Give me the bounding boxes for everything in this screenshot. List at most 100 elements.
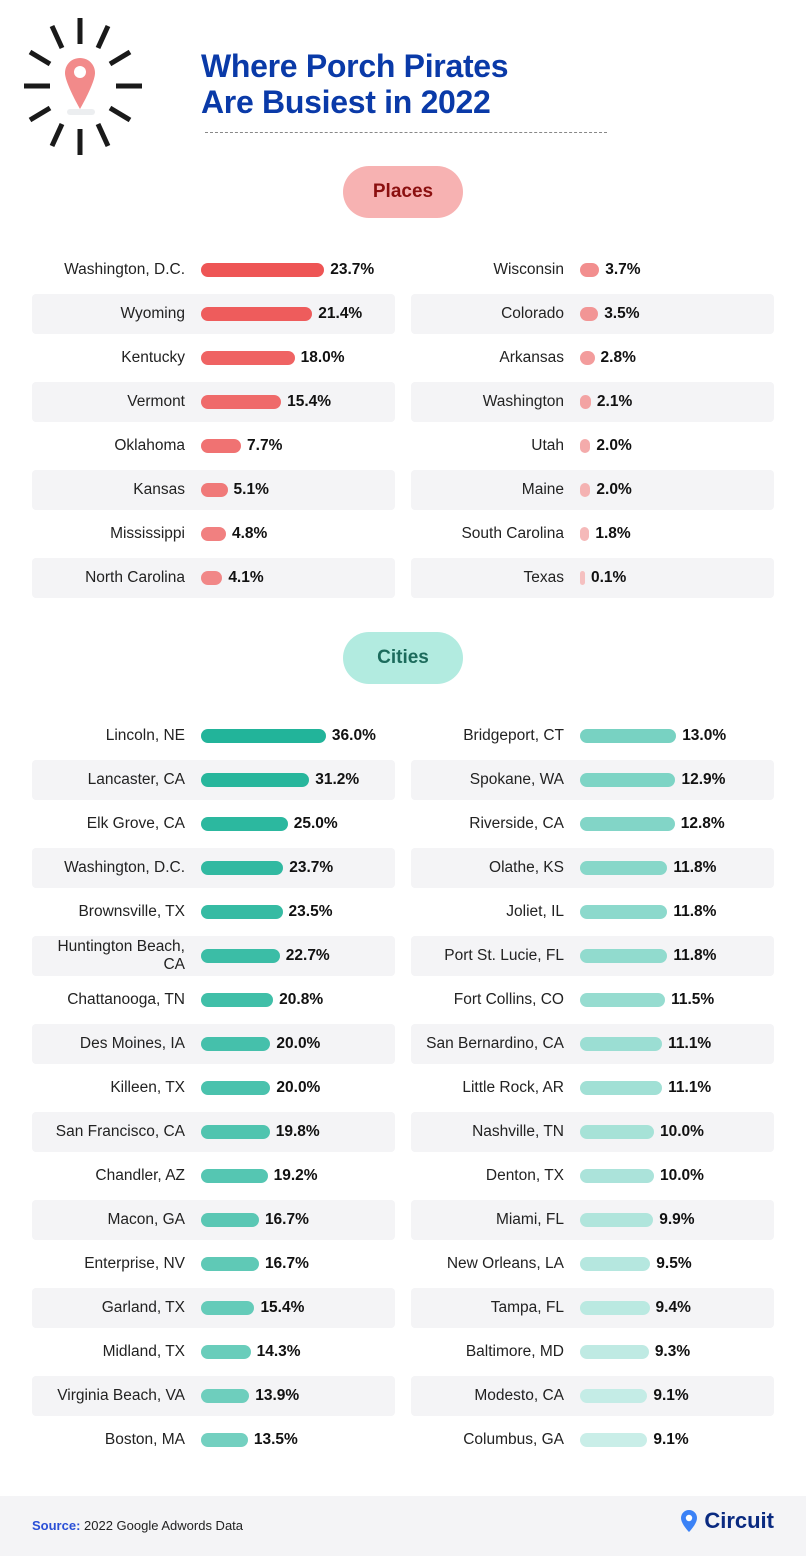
bar — [201, 905, 283, 919]
bar-row: Colorado 3.5% — [411, 294, 774, 334]
bar-label: Washington — [482, 393, 564, 410]
bar-label: Boston, MA — [104, 1431, 185, 1448]
bar — [580, 1125, 654, 1139]
bar-row: New Orleans, LA 9.5% — [411, 1244, 774, 1284]
bar-value-label: 11.1% — [668, 1035, 712, 1052]
bar-label: Wyoming — [120, 305, 185, 322]
bar-label: Joliet, IL — [506, 903, 564, 920]
bar — [201, 1389, 250, 1403]
bar — [580, 1257, 651, 1271]
bar-label: Midland, TX — [102, 1343, 185, 1360]
bar-column: Lincoln, NE 36.0% Lancaster, CA 31.2% Elk Gr… — [32, 716, 395, 1464]
bar-label: Fort Collins, CO — [453, 991, 564, 1008]
bar — [580, 905, 668, 919]
bar-label: Washington, D.C. — [64, 859, 185, 876]
bar — [580, 395, 591, 409]
bar-value-label: 0.1% — [591, 569, 627, 586]
bar-row: Huntington Beach, CA 22.7% — [32, 936, 395, 976]
bar — [580, 571, 585, 585]
bar-row: Kentucky 18.0% — [32, 338, 395, 378]
bar-row: Fort Collins, CO 11.5% — [411, 980, 774, 1020]
bar-label: Vermont — [127, 393, 185, 410]
bar-label: Nashville, TN — [472, 1123, 564, 1140]
bar-row: Virginia Beach, VA 13.9% — [32, 1376, 395, 1416]
bar — [580, 1213, 654, 1227]
bar — [580, 1169, 654, 1183]
bar-row: Vermont 15.4% — [32, 382, 395, 422]
bar — [201, 1213, 259, 1227]
bar-value-label: 21.4% — [318, 305, 363, 322]
bar — [201, 307, 313, 321]
bar-value-label: 18.0% — [300, 349, 345, 366]
bar-row: Riverside, CA 12.8% — [411, 804, 774, 844]
bar — [580, 351, 595, 365]
bar-value-label: 9.4% — [655, 1299, 691, 1316]
bar-value-label: 14.3% — [256, 1343, 301, 1360]
bar-row: Boston, MA 13.5% — [32, 1420, 395, 1460]
bar-value-label: 23.5% — [288, 903, 333, 920]
bar-label: Elk Grove, CA — [86, 815, 185, 832]
bar-row: Wyoming 21.4% — [32, 294, 395, 334]
bar — [201, 817, 288, 831]
bar-row: Oklahoma 7.7% — [32, 426, 395, 466]
bar-label: Chattanooga, TN — [67, 991, 185, 1008]
bar-column: Washington, D.C. 23.7% Wyoming 21.4% Kentuck… — [32, 250, 395, 602]
bar-value-label: 11.1% — [668, 1079, 712, 1096]
bar-value-label: 9.1% — [653, 1431, 689, 1448]
bar-label: Wisconsin — [493, 261, 564, 278]
bar-value-label: 4.8% — [231, 525, 268, 542]
bar-value-label: 2.0% — [596, 437, 632, 454]
bar-row: Bridgeport, CT 13.0% — [411, 716, 774, 756]
bar-value-label: 5.1% — [233, 481, 269, 498]
bar-row: Utah 2.0% — [411, 426, 774, 466]
bar-value-label: 11.8% — [673, 903, 717, 920]
bar — [201, 1125, 270, 1139]
section-title-cities: Cities — [343, 632, 463, 684]
bar-label: Arkansas — [499, 349, 564, 366]
bar-value-label: 15.4% — [260, 1299, 305, 1316]
bar — [201, 1169, 268, 1183]
bar-label: Washington, D.C. — [64, 261, 185, 278]
bar-label: Kentucky — [121, 349, 185, 366]
circuit-logo: Circuit — [680, 1508, 774, 1534]
bar — [201, 861, 284, 875]
bar-label: Bridgeport, CT — [463, 727, 564, 744]
bar-value-label: 20.8% — [279, 991, 324, 1008]
bar-label: Virginia Beach, VA — [57, 1387, 185, 1404]
bar-row: Enterprise, NV 16.7% — [32, 1244, 395, 1284]
bar-label: Colorado — [501, 305, 564, 322]
bar — [201, 949, 280, 963]
bar-value-label: 9.1% — [653, 1387, 689, 1404]
bar — [580, 1081, 663, 1095]
bar-label: Little Rock, AR — [462, 1079, 564, 1096]
bar-row: Lancaster, CA 31.2% — [32, 760, 395, 800]
bar-row: Lincoln, NE 36.0% — [32, 716, 395, 756]
bar-value-label: 7.7% — [247, 437, 283, 454]
bar-label: Spokane, WA — [469, 771, 564, 788]
bar-label: Garland, TX — [101, 1299, 185, 1316]
bar-label: San Bernardino, CA — [426, 1035, 564, 1052]
bar-label: Mississippi — [110, 525, 185, 542]
bar-label: Brownsville, TX — [78, 903, 185, 920]
bar-label: Kansas — [133, 481, 185, 498]
bar-row: Texas 0.1% — [411, 558, 774, 598]
bar — [201, 263, 325, 277]
bar-label: Killeen, TX — [110, 1079, 185, 1096]
bar — [580, 1301, 650, 1315]
bar-label: Miami, FL — [495, 1211, 564, 1228]
bar-value-label: 20.0% — [276, 1079, 321, 1096]
bar-label: Macon, GA — [107, 1211, 185, 1228]
bar — [201, 1301, 255, 1315]
bar — [580, 1389, 648, 1403]
bar-row: Macon, GA 16.7% — [32, 1200, 395, 1240]
bar — [201, 395, 282, 409]
bar-row: Des Moines, IA 20.0% — [32, 1024, 395, 1064]
bar-value-label: 9.3% — [654, 1343, 691, 1360]
bar — [580, 993, 666, 1007]
bar-value-label: 2.0% — [596, 481, 632, 498]
bar-row: Chattanooga, TN 20.8% — [32, 980, 395, 1020]
title-line-2: Are Busiest in 2022 — [201, 84, 491, 120]
bar-label: San Francisco, CA — [55, 1123, 185, 1140]
bar-label: Lancaster, CA — [87, 771, 185, 788]
bar-column: Bridgeport, CT 13.0% Spokane, WA 12.9% River… — [411, 716, 774, 1464]
